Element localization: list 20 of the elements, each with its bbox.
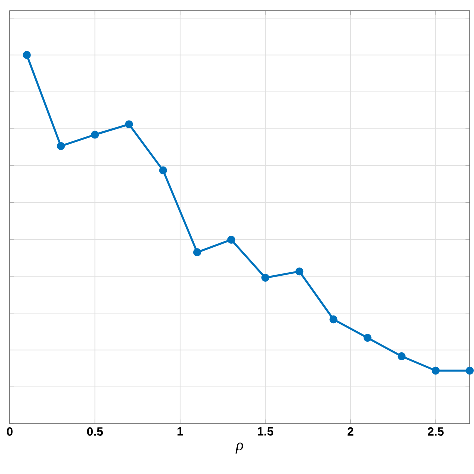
point [228,236,236,244]
point [57,142,66,150]
x-tick-label: 0 [7,428,13,436]
point [432,366,440,375]
x-tick-label: 0.5 [87,428,104,436]
x-axis-title: ρ [236,442,244,454]
point [91,130,100,139]
point [262,274,270,282]
point [398,352,406,361]
point [159,166,168,175]
point [125,120,134,129]
x-tick-label: 1 [178,428,184,436]
point [364,334,372,342]
x-tick-label: 2.5 [428,428,444,436]
point [330,316,338,324]
point [23,51,32,60]
x-tick-label: 1.5 [258,428,274,436]
x-tick-label: 2 [348,428,354,436]
point [296,268,304,276]
point [193,248,202,257]
